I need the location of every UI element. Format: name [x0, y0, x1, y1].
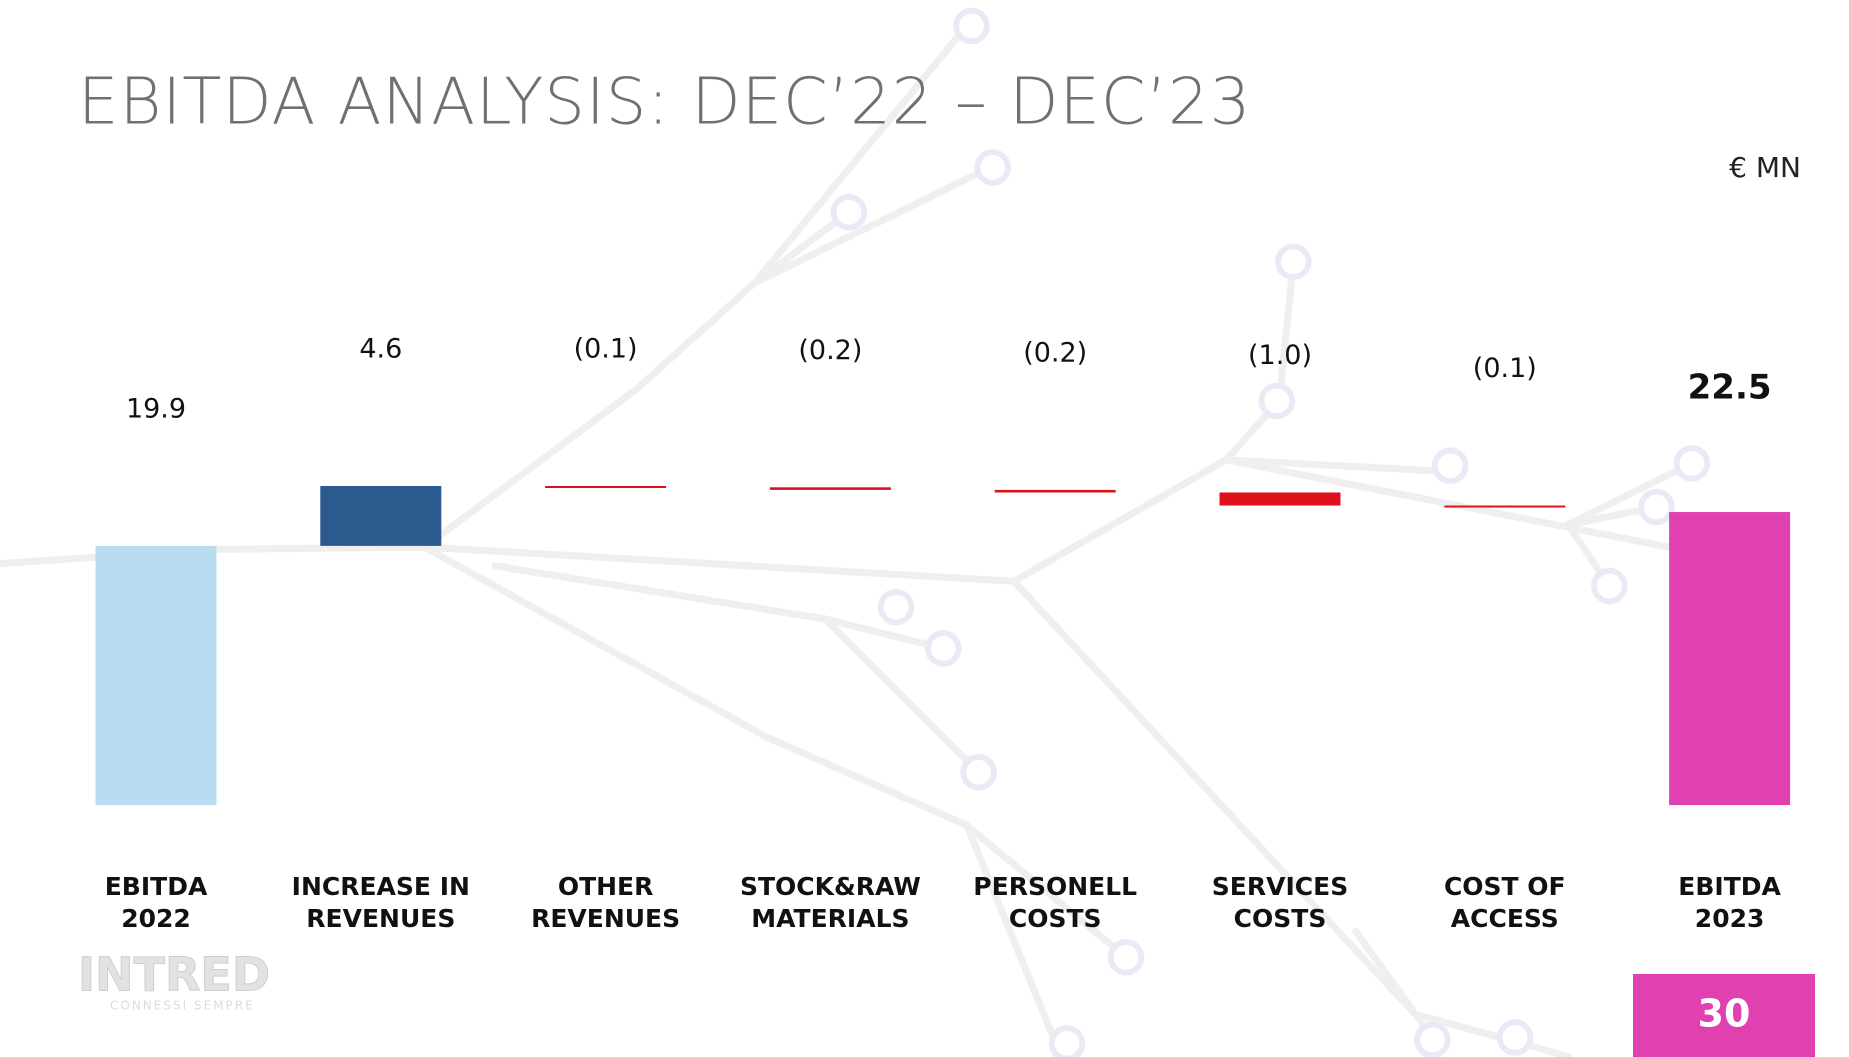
category-label: PERSONELL — [973, 872, 1137, 901]
unit-label: € MN — [1729, 151, 1801, 184]
category-label: COSTS — [1009, 904, 1102, 933]
category-label: SERVICES — [1212, 872, 1348, 901]
value-label: 19.9 — [126, 393, 186, 424]
page-number: 30 — [1698, 992, 1751, 1036]
category-label: 2022 — [121, 904, 191, 933]
category-label: COST OF — [1444, 872, 1566, 901]
value-label: (0.2) — [798, 335, 862, 366]
value-label: 4.6 — [359, 334, 402, 365]
category-label: MATERIALS — [751, 904, 909, 933]
category-label: OTHER — [558, 872, 654, 901]
value-label: 22.5 — [1688, 368, 1772, 408]
logo-tagline: CONNESSI SEMPRE — [110, 999, 255, 1013]
bar — [1219, 492, 1341, 506]
category-label: ACCESS — [1451, 904, 1559, 933]
bar — [1669, 512, 1791, 805]
value-label: (0.1) — [574, 334, 638, 365]
bar — [95, 545, 217, 805]
bar — [769, 487, 891, 490]
page-box — [1633, 974, 1815, 1057]
category-label: REVENUES — [531, 904, 680, 933]
category-label: STOCK&RAW — [740, 872, 921, 901]
bar — [545, 486, 667, 488]
title: EBITDA ANALYSIS: DEC’22 – DEC’23 — [78, 66, 1251, 140]
category-label: 2023 — [1695, 904, 1765, 933]
category-label: REVENUES — [306, 904, 455, 933]
background-tree — [0, 7, 1711, 1057]
bar — [320, 486, 442, 546]
bar — [994, 489, 1116, 493]
bar — [1444, 505, 1566, 508]
value-label: (0.2) — [1023, 337, 1087, 368]
category-label: COSTS — [1234, 904, 1327, 933]
category-label: EBITDA — [105, 872, 208, 901]
category-label: INCREASE IN — [292, 872, 470, 901]
value-label: (1.0) — [1248, 340, 1312, 371]
logo: INTRED — [78, 948, 270, 1002]
category-label: EBITDA — [1678, 872, 1781, 901]
value-label: (0.1) — [1473, 353, 1537, 384]
